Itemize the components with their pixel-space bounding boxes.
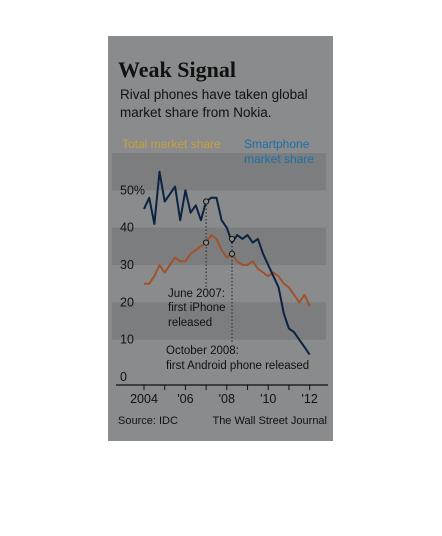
y-axis-ticks: 0 10 20 30 40 50%: [120, 183, 145, 384]
source-note: Source: IDC: [118, 415, 178, 427]
x-tick-label: '08: [219, 392, 235, 406]
event-marker: [203, 239, 210, 246]
x-tick-label: 2004: [130, 392, 158, 406]
event-marker: [228, 235, 236, 242]
chart-subtitle-line-2: market share from Nokia.: [120, 105, 272, 120]
legend-smartphone-line-1: Smartphone: [244, 137, 310, 151]
annotation-iphone-line-2: first iPhone: [168, 302, 226, 314]
y-tick-label: 20: [120, 295, 134, 309]
y-tick-label: 10: [120, 333, 134, 347]
x-tick-label: '12: [301, 392, 317, 406]
series-line-total: [144, 234, 311, 307]
background-band: [112, 153, 326, 191]
y-tick-label: 0: [120, 370, 127, 384]
y-tick-label: 30: [120, 258, 134, 272]
x-tick-label: '10: [260, 392, 276, 406]
chart-panel: Weak Signal Rival phones have taken glob…: [108, 36, 333, 441]
chart-svg: Weak Signal Rival phones have taken glob…: [112, 57, 328, 427]
series-line-smartphone: [143, 170, 311, 356]
y-tick-label: 40: [120, 221, 134, 235]
x-tick-label: '06: [177, 392, 193, 406]
background-band: [112, 302, 326, 340]
credit-note: The Wall Street Journal: [212, 415, 327, 427]
annotation-iphone-line-1: June 2007:: [168, 288, 225, 300]
legend-smartphone-line-2: market share: [244, 152, 314, 166]
event-markers: [203, 198, 236, 257]
annotation-android-line-1: October 2008:: [166, 345, 239, 357]
annotation-iphone-line-3: released: [168, 317, 212, 329]
chart-subtitle-line-1: Rival phones have taken global: [120, 87, 308, 102]
series-lines: [143, 170, 311, 356]
x-axis: 2004 '06 '08 '10 '12: [116, 384, 328, 406]
annotation-android-line-2: first Android phone released: [166, 360, 309, 372]
y-tick-label: 50%: [120, 183, 145, 197]
event-marker: [228, 250, 236, 257]
legend-total-market-share: Total market share: [122, 137, 221, 151]
chart-title: Weak Signal: [118, 57, 236, 82]
event-marker: [203, 198, 210, 205]
